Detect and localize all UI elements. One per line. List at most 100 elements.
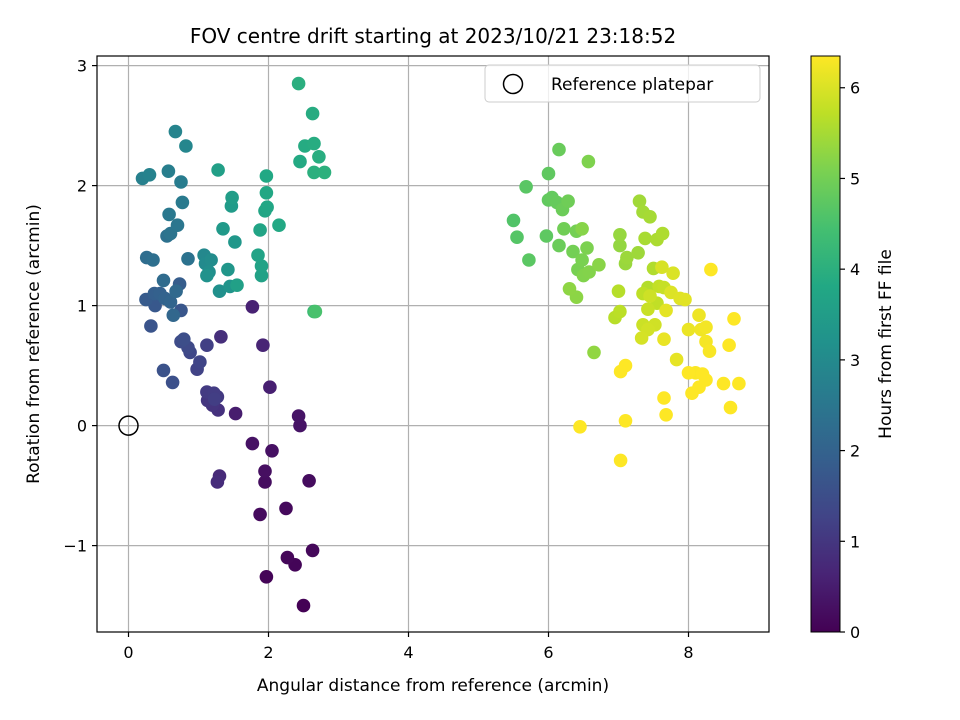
data-point bbox=[613, 304, 627, 319]
data-point bbox=[204, 253, 218, 267]
data-point bbox=[200, 268, 214, 283]
data-point bbox=[259, 570, 274, 584]
data-point bbox=[305, 543, 320, 558]
data-point bbox=[659, 408, 673, 422]
data-point bbox=[291, 409, 306, 423]
chart-title: FOV centre drift starting at 2023/10/21 … bbox=[190, 24, 676, 48]
data-point bbox=[566, 244, 580, 259]
legend-box bbox=[484, 64, 761, 103]
data-point bbox=[613, 364, 628, 379]
y-axis-label: Rotation from reference (arcmin) bbox=[24, 204, 44, 484]
data-point bbox=[702, 344, 717, 359]
data-point bbox=[522, 253, 536, 267]
data-point bbox=[704, 262, 718, 277]
data-point bbox=[575, 253, 589, 267]
y-tick-label: 3 bbox=[77, 57, 87, 76]
data-point bbox=[681, 366, 696, 380]
colorbar-tick-label: 1 bbox=[850, 532, 860, 551]
data-point bbox=[727, 312, 741, 326]
data-point bbox=[552, 142, 566, 157]
data-point bbox=[211, 163, 225, 177]
data-point bbox=[641, 302, 655, 317]
data-point bbox=[631, 246, 645, 260]
data-point bbox=[228, 406, 243, 421]
data-point bbox=[177, 332, 191, 347]
data-point bbox=[685, 386, 699, 401]
x-tick-label: 6 bbox=[543, 643, 553, 662]
data-point bbox=[643, 289, 657, 303]
legend-entry: Reference platepar bbox=[551, 75, 713, 95]
data-point bbox=[245, 436, 260, 451]
x-tick-label: 4 bbox=[403, 643, 413, 662]
legend: Reference platepar bbox=[484, 64, 761, 103]
data-point bbox=[179, 139, 193, 153]
y-tick-label: 0 bbox=[77, 417, 87, 436]
data-point bbox=[613, 228, 627, 242]
data-point bbox=[169, 284, 183, 299]
x-axis-label: Angular distance from reference (arcmin) bbox=[257, 676, 609, 696]
plot-frame bbox=[96, 55, 770, 633]
data-point bbox=[214, 330, 228, 344]
data-point bbox=[260, 200, 274, 214]
data-point bbox=[506, 213, 521, 228]
y-tick-label: 1 bbox=[77, 297, 87, 316]
data-point bbox=[258, 475, 272, 489]
data-point bbox=[317, 165, 332, 180]
y-axis: −1 0 1 2 3 bbox=[63, 57, 97, 556]
data-point bbox=[573, 420, 587, 434]
data-point bbox=[162, 207, 176, 222]
data-point bbox=[716, 376, 731, 391]
data-point bbox=[541, 166, 556, 181]
data-point bbox=[256, 338, 270, 353]
data-point bbox=[193, 355, 207, 369]
data-point bbox=[552, 238, 566, 253]
data-point bbox=[659, 303, 673, 318]
data-point bbox=[722, 338, 736, 353]
data-point bbox=[279, 501, 293, 516]
data-point bbox=[212, 284, 227, 299]
colorbar-label: Hours from first FF file bbox=[876, 249, 896, 439]
data-point bbox=[307, 136, 321, 151]
x-tick-label: 8 bbox=[683, 643, 693, 662]
data-point bbox=[175, 195, 190, 210]
data-point bbox=[254, 259, 269, 273]
data-point bbox=[251, 248, 265, 262]
data-point bbox=[302, 474, 316, 488]
data-point bbox=[265, 444, 279, 458]
data-point bbox=[692, 308, 706, 323]
colorbar-tick-label: 0 bbox=[850, 623, 860, 642]
colorbar-gradient bbox=[811, 56, 840, 632]
data-point bbox=[280, 550, 295, 565]
colorbar: 0 1 2 3 4 5 6 Hours from first FF file bbox=[810, 55, 896, 642]
data-point bbox=[655, 226, 670, 241]
data-point bbox=[216, 222, 230, 236]
data-point bbox=[678, 292, 692, 307]
data-point bbox=[228, 235, 242, 249]
data-point bbox=[312, 150, 326, 164]
data-point bbox=[655, 260, 669, 275]
data-point bbox=[669, 352, 684, 367]
data-point bbox=[308, 304, 323, 319]
data-point bbox=[643, 210, 657, 224]
data-points bbox=[135, 76, 746, 613]
data-point bbox=[307, 165, 321, 180]
data-point bbox=[210, 475, 225, 489]
data-point bbox=[161, 164, 176, 178]
colorbar-frame bbox=[810, 55, 841, 633]
data-point bbox=[699, 320, 713, 335]
data-point bbox=[144, 319, 158, 333]
data-point bbox=[174, 175, 188, 189]
data-point bbox=[156, 363, 171, 378]
data-point bbox=[732, 376, 746, 391]
data-point bbox=[587, 345, 601, 360]
data-point bbox=[634, 331, 649, 345]
data-point bbox=[581, 154, 596, 169]
data-point bbox=[539, 229, 554, 243]
x-tick-label: 0 bbox=[123, 643, 133, 662]
legend-marker bbox=[502, 73, 524, 95]
data-point bbox=[245, 300, 260, 314]
data-point bbox=[259, 186, 274, 200]
data-point bbox=[613, 238, 627, 253]
data-point bbox=[200, 338, 214, 353]
data-point bbox=[562, 282, 577, 296]
